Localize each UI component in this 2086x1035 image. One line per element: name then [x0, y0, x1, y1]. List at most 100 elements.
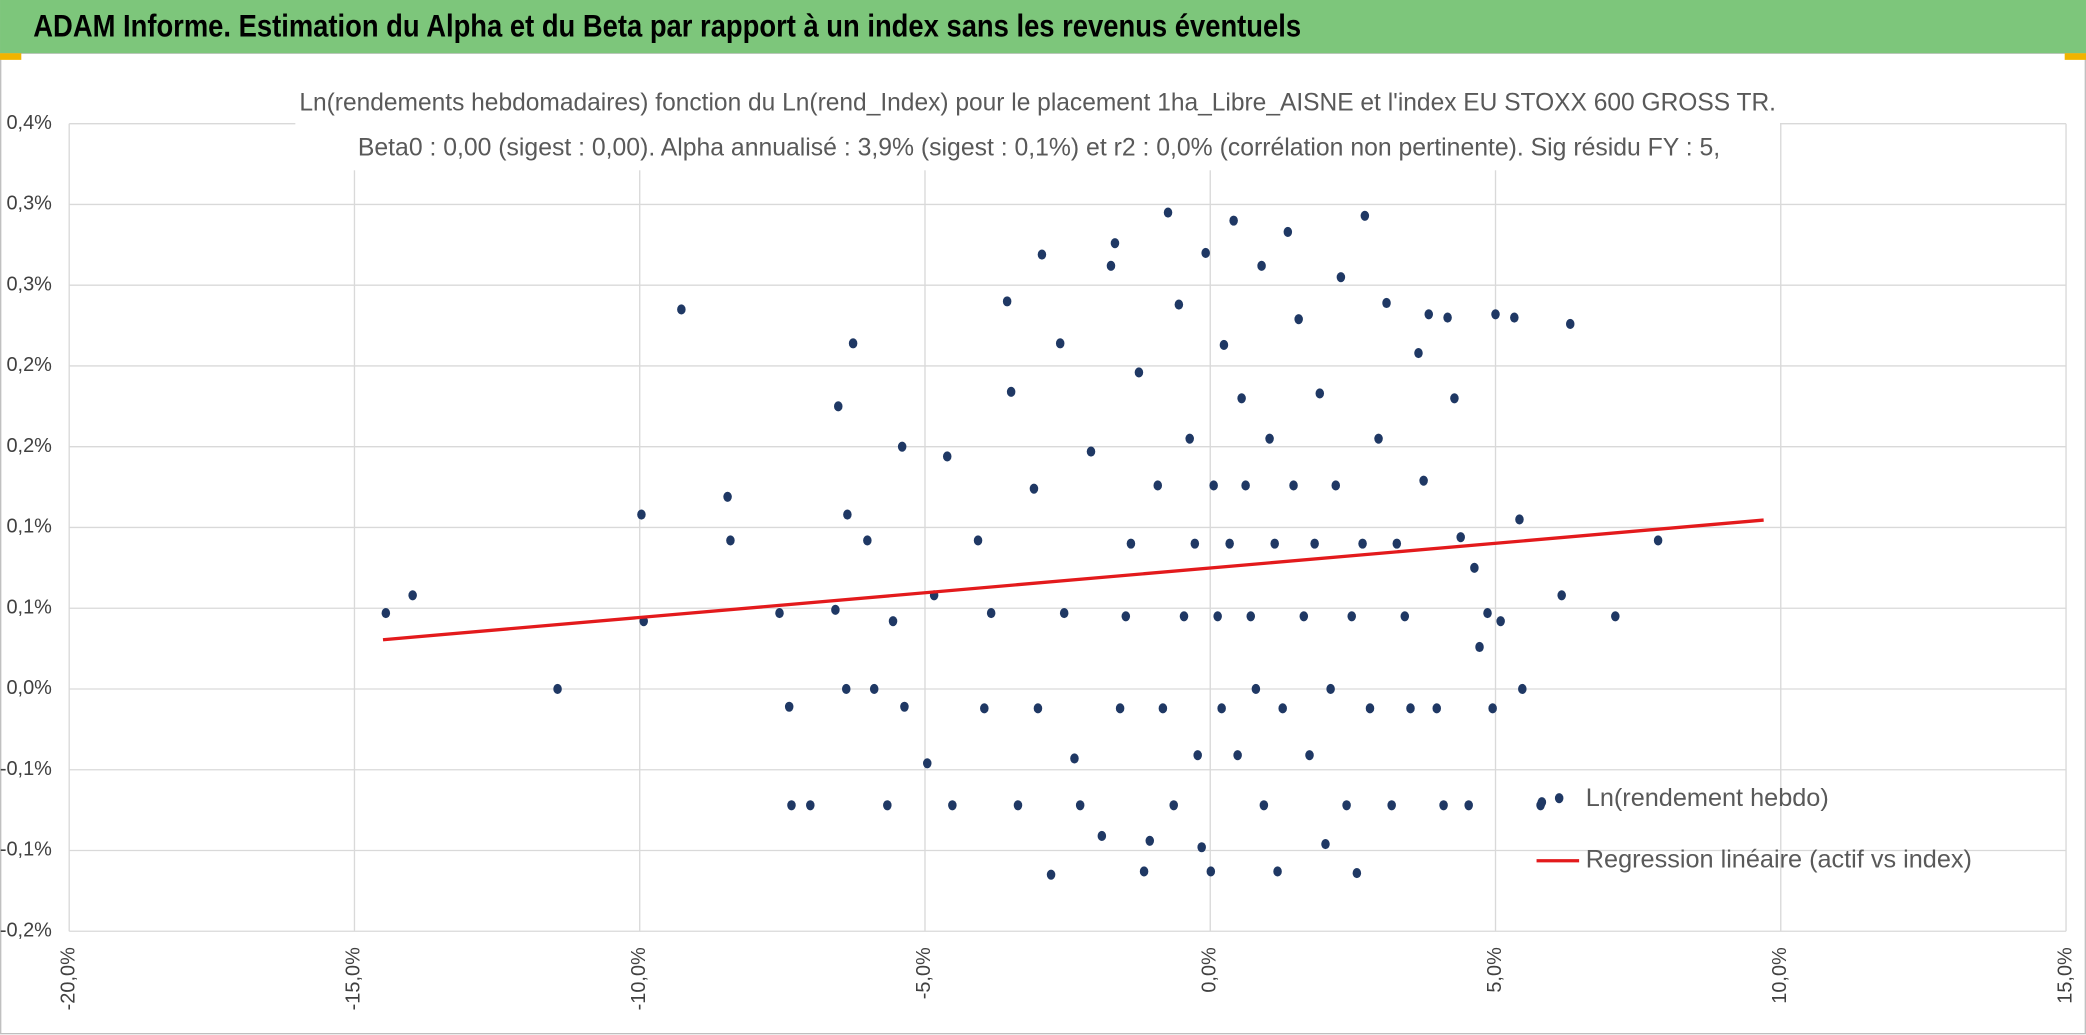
scatter-point — [1174, 299, 1184, 310]
scatter-point — [1075, 800, 1085, 811]
scatter-point — [1488, 703, 1497, 714]
scatter-point — [848, 338, 858, 349]
scatter-point — [775, 608, 784, 619]
chart-frame — [0, 52, 2086, 1035]
scatter-point — [1110, 238, 1120, 249]
scatter-point — [1326, 683, 1335, 695]
y-tick-label: 0,2% — [6, 435, 52, 457]
scatter-point — [1450, 393, 1459, 404]
scatter-point — [1233, 750, 1242, 761]
scatter-point — [1289, 480, 1298, 491]
scatter-point — [1557, 590, 1566, 601]
scatter-point — [806, 800, 815, 811]
scatter-point — [1097, 830, 1107, 842]
scatter-point — [1006, 386, 1016, 397]
scatter-point — [1456, 532, 1465, 543]
scatter-point — [1206, 866, 1216, 877]
scatter-point — [1002, 296, 1012, 307]
scatter-point — [1347, 611, 1356, 622]
corner — [0, 53, 22, 60]
x-tick-label: -15,0% — [343, 947, 365, 1010]
legend-label: Regression linéaire (actif vs index) — [1586, 845, 1972, 873]
scatter-point — [1086, 446, 1096, 457]
scatter-point — [1360, 210, 1370, 221]
scatter-point — [1193, 750, 1202, 761]
scatter-point — [1565, 318, 1575, 330]
scatter-point — [1257, 260, 1266, 271]
scatter-point — [1225, 538, 1234, 549]
scatter-point — [1310, 538, 1319, 549]
scatter-point — [1382, 297, 1391, 309]
scatter-point — [1443, 312, 1452, 323]
scatter-point — [1046, 869, 1056, 880]
x-tick-label: 15,0% — [2054, 947, 2076, 1004]
scatter-point — [1283, 226, 1293, 237]
scatter-point — [980, 703, 989, 714]
grid — [68, 123, 2067, 932]
scatter-point — [1126, 538, 1136, 549]
scatter-point — [1491, 309, 1500, 320]
y-tick-label: 0,3% — [6, 193, 52, 215]
y-tick-label: 0,4% — [6, 112, 52, 134]
scatter-point — [1464, 800, 1473, 811]
scatter-point — [1145, 835, 1155, 846]
scatter-point — [1336, 272, 1346, 283]
scatter-point — [1169, 800, 1178, 811]
legend-label: Ln(rendement hebdo) — [1586, 784, 1829, 812]
scatter-point — [1201, 247, 1210, 258]
regression-line — [382, 518, 1764, 642]
scatter-point — [677, 304, 686, 315]
scatter-point — [1059, 608, 1069, 619]
scatter-point — [1653, 535, 1663, 546]
scatter-point — [1331, 480, 1341, 491]
legend-swatch — [1554, 793, 1564, 804]
scatter-point — [1106, 260, 1116, 271]
scatter-point — [897, 441, 907, 452]
scatter-point — [973, 535, 983, 546]
y-tick-label: 0,1% — [6, 516, 52, 538]
scatter-point — [1414, 347, 1423, 359]
x-tick-label: -10,0% — [628, 947, 650, 1010]
scatter-point — [1033, 703, 1043, 714]
scatter-point — [942, 451, 952, 462]
scatter-point — [1315, 388, 1325, 399]
scatter-point — [553, 683, 562, 695]
y-tick-label: -0,1% — [0, 839, 52, 861]
scatter-point — [1518, 683, 1527, 695]
scatter-point — [1251, 683, 1261, 695]
y-tick-label: -0,1% — [0, 758, 52, 780]
scatter-point — [1153, 480, 1163, 491]
scatter-point — [1163, 207, 1173, 218]
scatter-point — [900, 701, 909, 712]
scatter-point — [1115, 703, 1125, 714]
scatter-point — [1237, 393, 1246, 404]
scatter-point — [1611, 611, 1620, 622]
scatter-point — [408, 590, 417, 601]
scatter-point — [1241, 480, 1250, 491]
scatter-point — [1246, 611, 1256, 622]
scatter-point — [1158, 703, 1168, 714]
scatter-point — [637, 509, 646, 520]
scatter-point — [863, 535, 872, 546]
scatter-point — [1387, 800, 1396, 811]
y-tick-label: 0,2% — [6, 354, 52, 376]
scatter-point — [1029, 483, 1039, 494]
scatter-point — [784, 701, 794, 712]
x-tick-label: 10,0% — [1769, 947, 1791, 1004]
scatter-point — [1197, 842, 1206, 853]
scatter-point — [1365, 703, 1375, 714]
x-tick-label: 0,0% — [1199, 947, 1221, 993]
y-tick-label: 0,1% — [6, 596, 52, 618]
scatter-point — [1470, 562, 1479, 573]
scatter-point — [1134, 367, 1144, 378]
scatter-point — [1483, 608, 1492, 619]
scatter-point — [1139, 866, 1149, 877]
scatter-point — [1439, 800, 1448, 811]
header-bar — [0, 0, 2086, 54]
scatter-point — [1265, 433, 1274, 444]
scatter-point — [1209, 480, 1218, 491]
scatter-point — [1510, 312, 1519, 323]
scatter-point — [1179, 611, 1189, 622]
scatter-point — [723, 491, 732, 502]
